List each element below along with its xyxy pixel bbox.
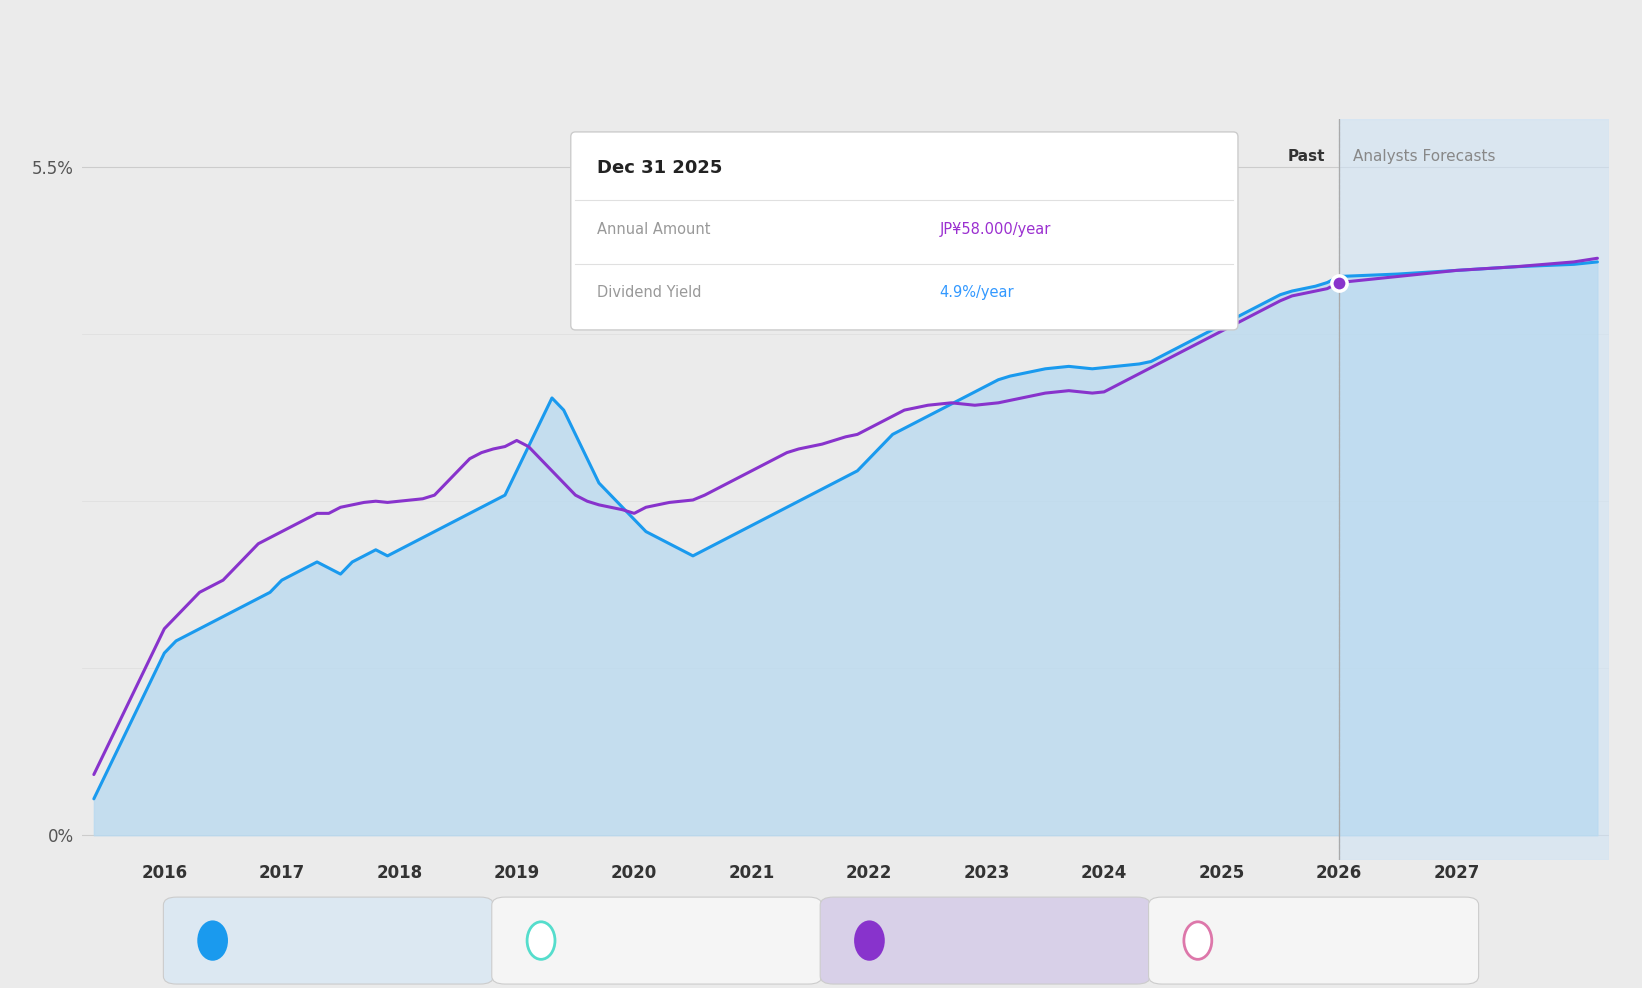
- Ellipse shape: [199, 922, 227, 959]
- Text: 4.9%/year: 4.9%/year: [939, 285, 1015, 300]
- Text: Dividend Payments: Dividend Payments: [571, 932, 750, 949]
- Text: Earnings Per Share: Earnings Per Share: [1228, 932, 1407, 949]
- FancyBboxPatch shape: [493, 897, 821, 984]
- Text: Analysts Forecasts: Analysts Forecasts: [1353, 149, 1496, 164]
- FancyBboxPatch shape: [1149, 897, 1479, 984]
- Text: Dividend Yield: Dividend Yield: [596, 285, 701, 300]
- Text: Dec 31 2025: Dec 31 2025: [596, 159, 722, 177]
- Text: Annual Amount: Annual Amount: [596, 222, 709, 237]
- FancyBboxPatch shape: [163, 897, 493, 984]
- Bar: [1338, 119, 1609, 860]
- Text: JP¥58.000/year: JP¥58.000/year: [939, 222, 1051, 237]
- Text: Past: Past: [1287, 149, 1325, 164]
- Ellipse shape: [527, 922, 555, 959]
- Text: Dividend Yield: Dividend Yield: [243, 932, 378, 949]
- Text: Annual Amount: Annual Amount: [900, 932, 1043, 949]
- Ellipse shape: [855, 922, 883, 959]
- FancyBboxPatch shape: [821, 897, 1151, 984]
- FancyBboxPatch shape: [571, 132, 1238, 330]
- Ellipse shape: [1184, 922, 1212, 959]
